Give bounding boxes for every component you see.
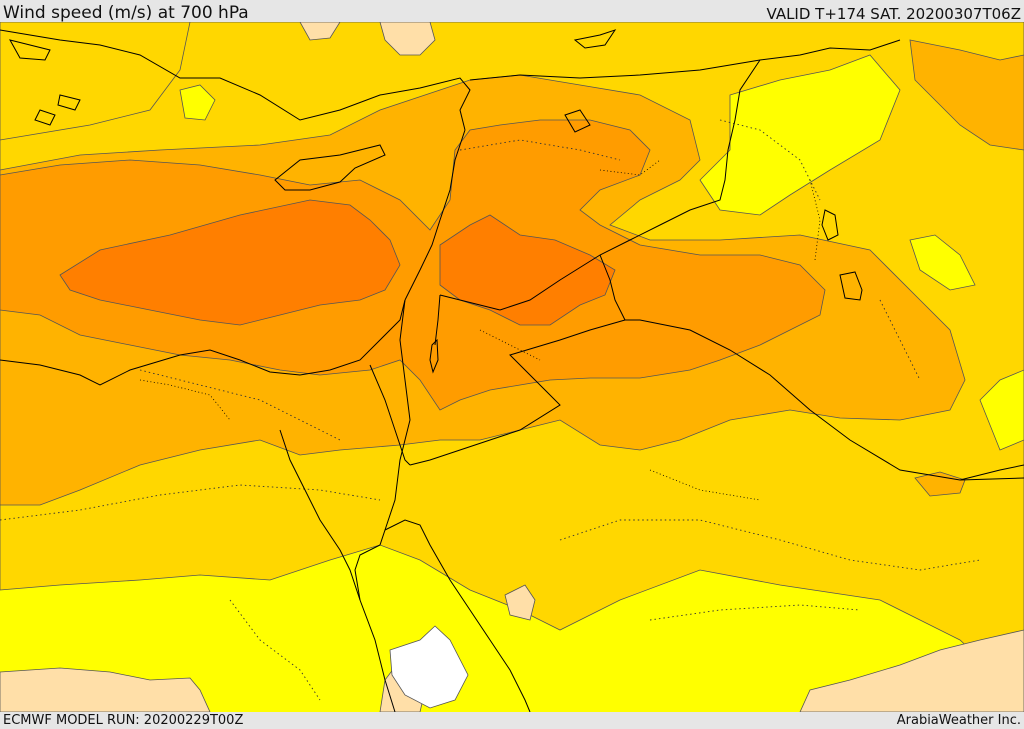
band-lt5-patch [389, 625, 469, 709]
valid-time: VALID T+174 SAT. 20200307T06Z [766, 5, 1021, 23]
band-20-25-small [914, 471, 966, 497]
band-25-30-main [0, 119, 826, 411]
model-run-label: ECMWF MODEL RUN: 20200229T00Z [3, 713, 244, 728]
band-5-10-patch-2 [299, 22, 341, 41]
country-borders [369, 39, 1024, 481]
band-5-10-patch-se [799, 629, 1024, 712]
band-30-plus-west [59, 199, 401, 326]
band-5-10-patch-3 [504, 584, 536, 621]
credit-label: ArabiaWeather Inc. [896, 713, 1021, 728]
map-title: Wind speed (m/s) at 700 hPa [3, 3, 249, 23]
wind-speed-map [0, 22, 1024, 712]
band-10-15-patch-ne [699, 54, 901, 216]
band-10-15-patch-east [909, 234, 976, 291]
map-footer: ECMWF MODEL RUN: 20200229T00Z ArabiaWeat… [0, 712, 1024, 729]
band-10-15-patch-se [979, 369, 1024, 451]
band-10-15-patch-nw [179, 84, 216, 121]
map-canvas [0, 22, 1024, 712]
regional-boundaries [139, 159, 821, 501]
band-30-plus-east [439, 214, 616, 326]
map-header: Wind speed (m/s) at 700 hPa VALID T+174 … [0, 0, 1024, 23]
coastlines [0, 29, 863, 712]
band-20-25-ne [909, 39, 1024, 151]
band-5-10-patch-1 [379, 22, 436, 56]
band-15-20-north [0, 22, 191, 141]
band-5-10-patch-sw [0, 667, 211, 712]
